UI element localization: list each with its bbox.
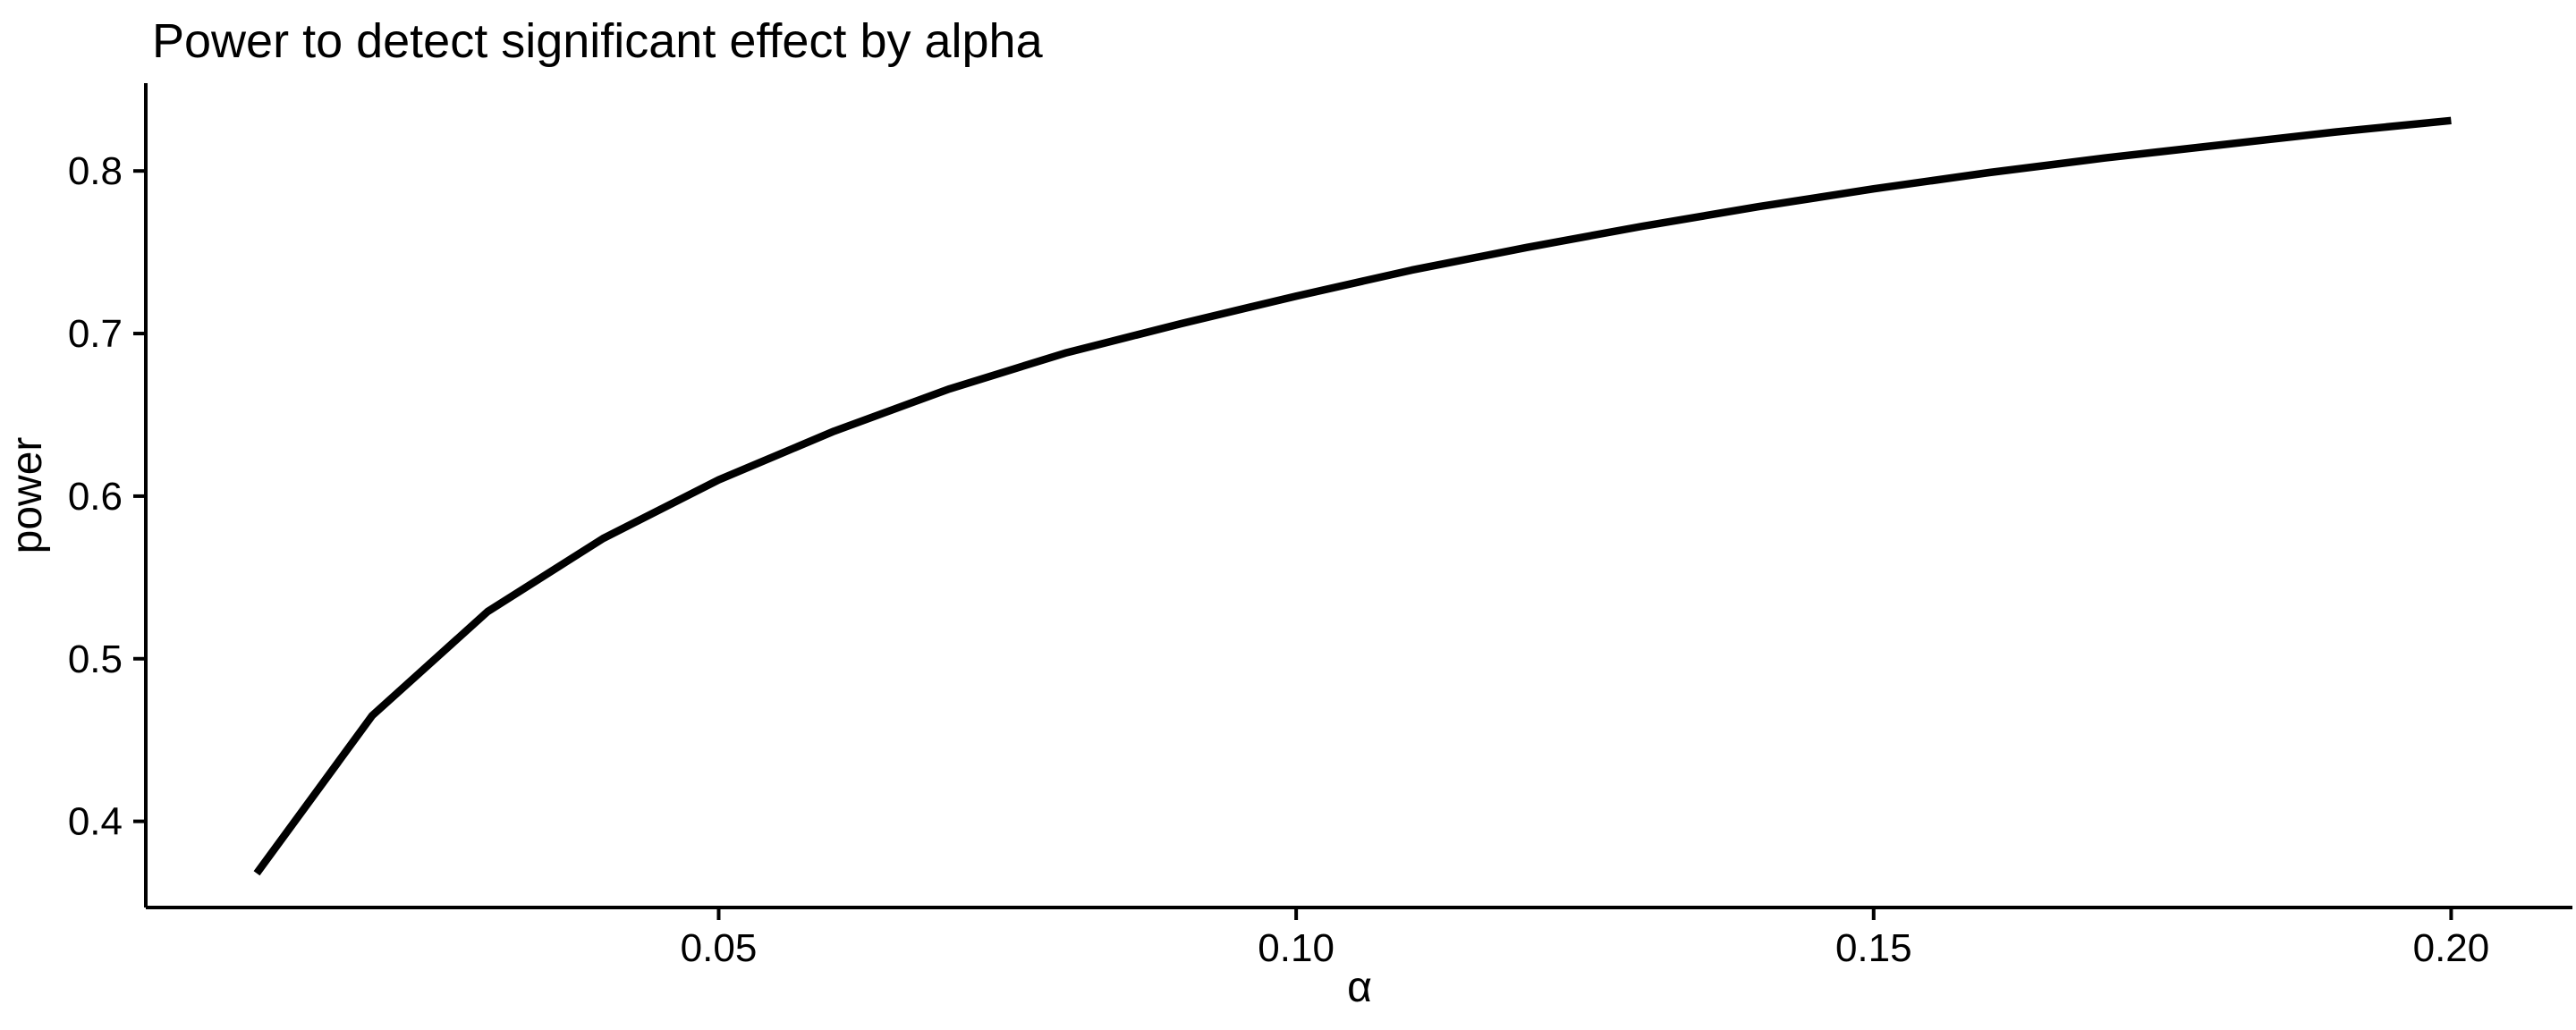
axes [144,83,2572,909]
y-tick-label: 0.6 [68,475,123,519]
x-tick-label: 0.05 [681,926,758,970]
x-axis-title: α [1347,964,1372,1011]
x-tick-label: 0.20 [2413,926,2490,970]
y-tick-label: 0.7 [68,312,123,356]
y-axis-title: power [4,437,51,554]
y-tick-label: 0.8 [68,149,123,193]
x-axis-ticks: 0.05 0.10 0.15 0.20 [681,908,2490,970]
chart-title: Power to detect significant effect by al… [152,14,1044,68]
x-tick-label: 0.15 [1835,926,1912,970]
y-tick-label: 0.4 [68,800,123,844]
y-tick-label: 0.5 [68,637,123,681]
power-curve-line [253,116,2452,876]
x-tick-label: 0.10 [1258,926,1335,970]
y-axis-ticks: 0.4 0.5 0.6 0.7 0.8 [68,149,146,844]
